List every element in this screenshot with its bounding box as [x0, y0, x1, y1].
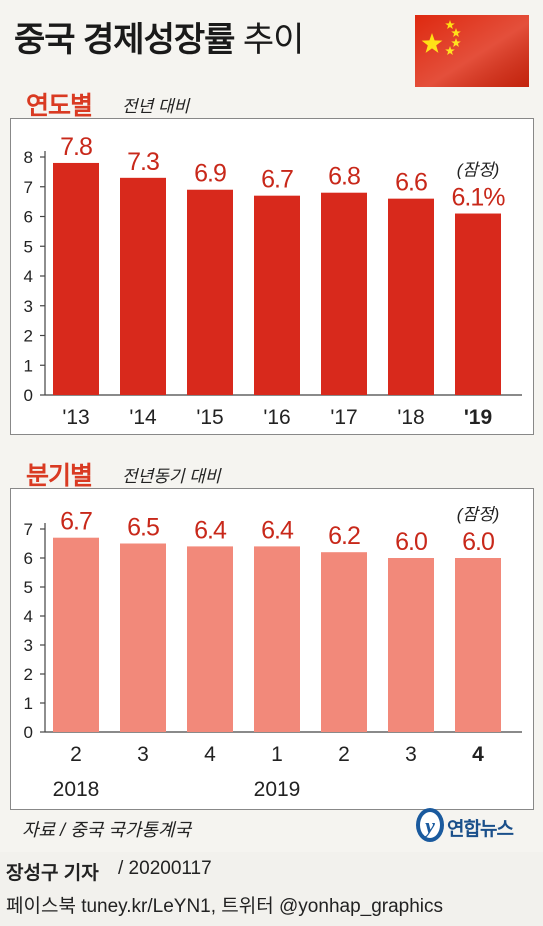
quarterly-chart: 0 1 2 3 4 5 6 7 6.7 2 6.5 3 6.4 4 6.4 1 6.2 2 6.0 3 6.0 4 (잠정)…	[24, 505, 522, 801]
bar-value-label: 6.1%	[452, 184, 506, 212]
provisional-note: (잠정)	[457, 505, 500, 524]
bar-value-label: 6.5	[127, 514, 159, 542]
y-tick-label: 6	[24, 549, 33, 568]
bar	[455, 558, 501, 732]
credit-sns: 페이스북 tuney.kr/LeYN1, 트위터 @yonhap_graphic…	[6, 896, 444, 917]
bar-value-label: 6.4	[261, 516, 294, 544]
x-tick-label: '16	[263, 406, 290, 429]
x-tick-label: 4	[472, 743, 484, 766]
x-tick-label: '18	[397, 406, 424, 429]
bar-value-label: 6.6	[395, 169, 427, 197]
x-tick-label: 2	[338, 743, 350, 766]
y-tick-label: 2	[24, 665, 33, 684]
yonhap-logo-text: 연합뉴스	[447, 819, 514, 840]
x-tick-label: 2	[70, 743, 82, 766]
x-tick-label: '19	[464, 406, 492, 429]
y-tick-label: 1	[24, 356, 33, 375]
y-tick-label: 6	[24, 208, 33, 227]
x-tick-label: '13	[62, 406, 89, 429]
x-tick-label: '17	[330, 406, 357, 429]
bar-value-label: 6.0	[462, 528, 494, 556]
bar-value-label: 6.7	[60, 508, 92, 536]
y-tick-label: 4	[24, 607, 33, 626]
bar	[187, 546, 233, 732]
bar-value-label: 6.4	[194, 516, 227, 544]
title-light: 추이	[242, 21, 305, 59]
bar-value-label: 6.8	[328, 163, 360, 191]
year-label: 2019	[254, 778, 301, 801]
yonhap-logo-mark: y	[422, 813, 435, 838]
annual-subtitle: 전년 대비	[122, 97, 190, 116]
bar-value-label: 6.9	[194, 160, 226, 188]
credit-date: / 20200117	[118, 858, 212, 879]
y-tick-label: 5	[24, 237, 33, 256]
provisional-note: (잠정)	[457, 161, 500, 180]
y-tick-label: 0	[24, 723, 33, 742]
y-tick-label: 8	[24, 148, 33, 167]
bar	[120, 543, 166, 732]
bar-value-label: 7.8	[60, 133, 92, 161]
bar	[455, 213, 501, 395]
bar-value-label: 6.2	[328, 522, 360, 550]
source-note: 자료 / 중국 국가통계국	[22, 820, 192, 840]
bar-value-label: 6.7	[261, 166, 293, 194]
bar	[53, 162, 99, 395]
annual-chart: 0 1 2 3 4 5 6 7 8 7.8 '13 7.3 '14 6.9 '15 6.7 '16 6.8 '17 6…	[24, 133, 522, 429]
bar	[388, 558, 434, 732]
x-tick-label: '14	[129, 406, 157, 429]
quarterly-subtitle: 전년동기 대비	[122, 467, 221, 486]
footer	[0, 852, 543, 926]
bar-value-label: 6.0	[395, 528, 427, 556]
x-tick-label: 1	[271, 743, 283, 766]
y-tick-label: 2	[24, 327, 33, 346]
title-bold: 중국 경제성장률	[14, 21, 235, 59]
x-tick-label: 3	[137, 743, 149, 766]
y-tick-label: 3	[24, 636, 33, 655]
y-tick-label: 3	[24, 297, 33, 316]
x-tick-label: 4	[204, 743, 216, 766]
bar	[388, 198, 434, 395]
bar	[254, 195, 300, 395]
bar	[254, 546, 300, 732]
x-tick-label: '15	[196, 406, 223, 429]
quarterly-section-title: 분기별	[26, 462, 93, 490]
bar-value-label: 7.3	[127, 148, 159, 176]
bar	[321, 192, 367, 395]
annual-section-title: 연도별	[26, 92, 93, 120]
bar	[120, 177, 166, 395]
y-tick-label: 4	[24, 267, 33, 286]
y-tick-label: 1	[24, 694, 33, 713]
y-tick-label: 0	[24, 386, 33, 405]
credit-author: 장성구 기자	[6, 863, 99, 884]
y-tick-label: 5	[24, 578, 33, 597]
x-tick-label: 3	[405, 743, 417, 766]
china-flag-icon	[415, 15, 529, 87]
page-title: 중국 경제성장률 추이	[14, 12, 305, 61]
year-label: 2018	[53, 778, 100, 801]
bar	[187, 189, 233, 395]
bar	[53, 537, 99, 732]
y-tick-label: 7	[24, 520, 33, 539]
yonhap-logo-icon: y	[416, 808, 444, 842]
bar	[321, 552, 367, 732]
y-tick-label: 7	[24, 178, 33, 197]
